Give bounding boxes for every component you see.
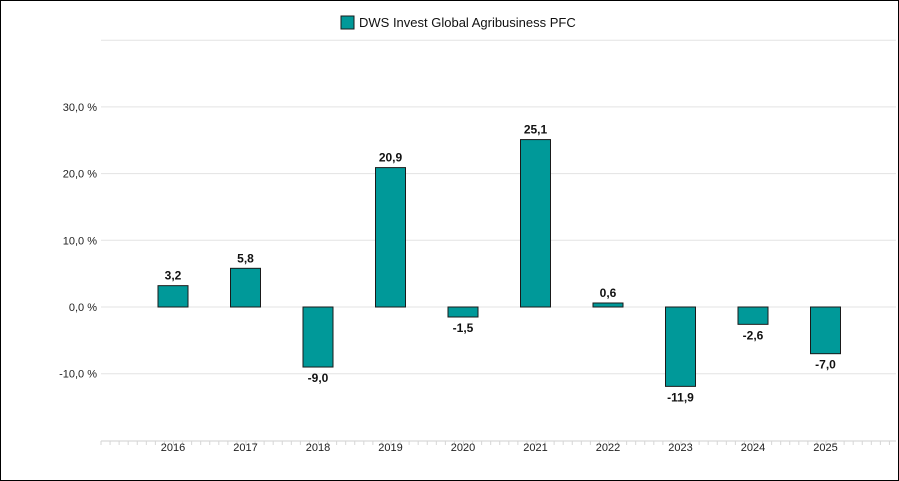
x-tick-label: 2020 xyxy=(451,442,475,454)
bar-2022 xyxy=(592,302,624,308)
legend-label: DWS Invest Global Agribusiness PFC xyxy=(359,15,576,30)
x-tick-label: 2017 xyxy=(233,442,257,454)
bar-2023 xyxy=(665,306,696,387)
bar-2019 xyxy=(375,167,406,308)
x-tick-label: 2022 xyxy=(596,442,620,454)
data-label-2022: 0,6 xyxy=(600,286,617,300)
data-label-2018: -9,0 xyxy=(308,371,329,385)
y-tick-label: -10,0 % xyxy=(59,369,97,381)
legend-swatch xyxy=(340,15,355,30)
x-tick-label: 2025 xyxy=(813,442,837,454)
x-tick-label: 2019 xyxy=(378,442,402,454)
data-label-2023: -11,9 xyxy=(667,390,694,404)
bar-2018 xyxy=(302,306,334,368)
x-tick-label: 2024 xyxy=(741,442,765,454)
data-label-2016: 3,2 xyxy=(165,269,182,283)
y-tick-label: 0,0 % xyxy=(69,302,97,314)
bars xyxy=(157,139,841,387)
gridlines xyxy=(101,39,896,375)
data-label-2017: 5,8 xyxy=(237,251,254,265)
data-label-2019: 20,9 xyxy=(379,151,403,165)
data-label-2021: 25,1 xyxy=(524,123,548,137)
bar-2025 xyxy=(810,306,841,355)
data-label-2024: -2,6 xyxy=(743,328,764,342)
bar-2016 xyxy=(157,285,189,308)
data-label-2025: -7,0 xyxy=(815,358,836,372)
legend: DWS Invest Global Agribusiness PFC xyxy=(340,15,576,30)
bar-2021 xyxy=(520,139,551,308)
y-tick-label: 30,0 % xyxy=(63,102,97,114)
x-tick-label: 2016 xyxy=(161,442,185,454)
y-axis-ticks: -10,0 % 0,0 % 10,0 % 20,0 % 30,0 % xyxy=(59,102,97,381)
data-label-2020: -1,5 xyxy=(453,321,474,335)
bar-2020 xyxy=(447,306,479,318)
bar-2024 xyxy=(737,306,769,325)
x-axis: 2016 2017 2018 2019 2020 2021 2022 2023 2024 2025 xyxy=(100,440,896,454)
y-tick-label: 20,0 % xyxy=(63,169,97,181)
x-tick-label: 2018 xyxy=(306,442,330,454)
y-tick-label: 10,0 % xyxy=(63,235,97,247)
data-labels: 3,2 5,8 -9,0 20,9 -1,5 25,1 0,6 -11,9 -2,6 -7,0 xyxy=(165,123,837,405)
x-tick-label: 2021 xyxy=(523,442,547,454)
x-tick-label: 2023 xyxy=(668,442,692,454)
bar-2017 xyxy=(230,267,261,308)
